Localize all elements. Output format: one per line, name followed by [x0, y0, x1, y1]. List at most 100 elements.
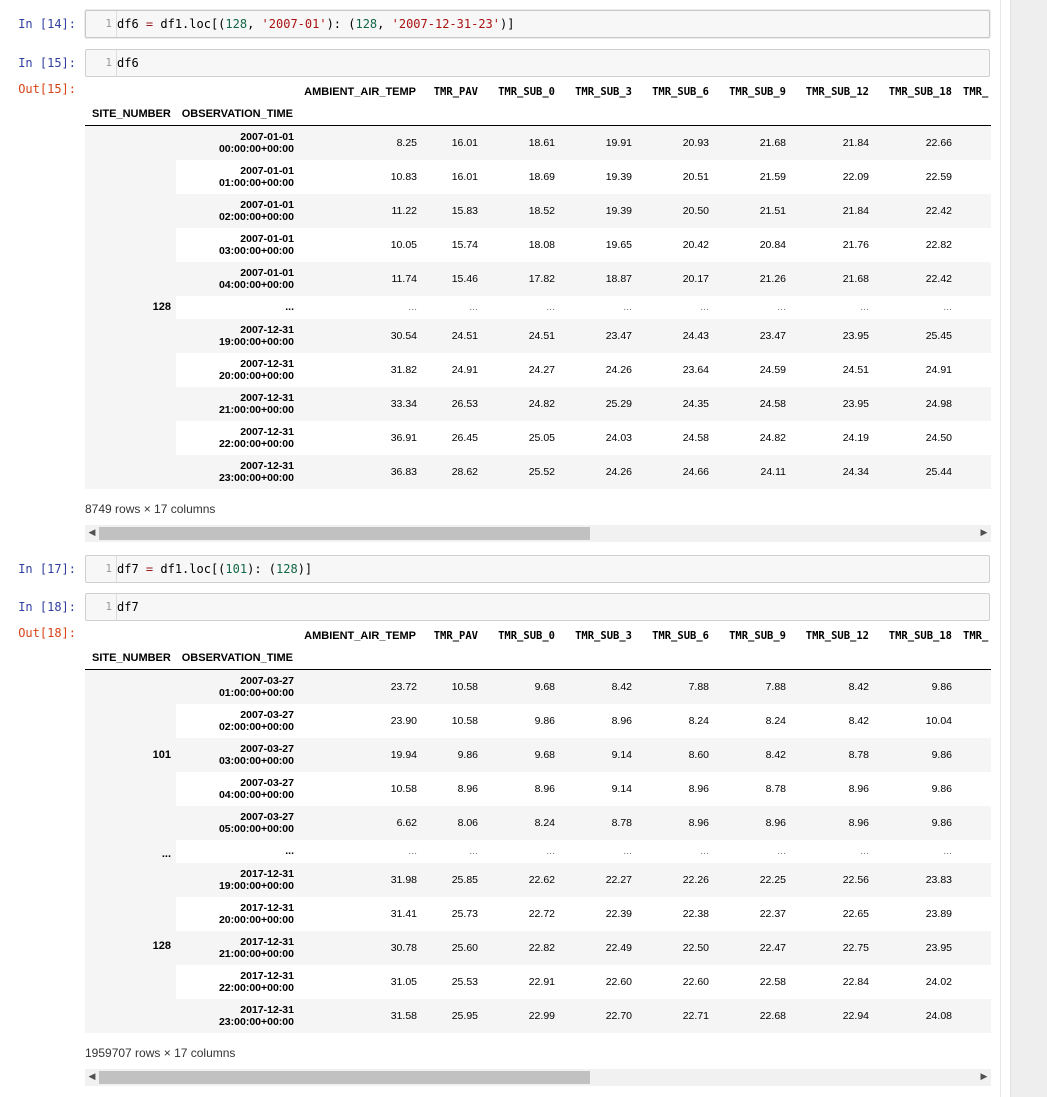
column-header: TMR_: [963, 630, 989, 642]
table-cell: 8.96: [534, 783, 555, 795]
table-cell: 8.96: [848, 783, 869, 795]
line-number: 1: [105, 17, 112, 30]
table-cell: 26.53: [451, 398, 478, 410]
table-row: 2017-12-31 23:00:00+00:00 31.58 25.95 22.99 2…: [85, 999, 991, 1033]
table-cell: 22.65: [842, 908, 869, 920]
table-cell-ellipsis: ...: [777, 301, 786, 313]
timestamp-time: 02:00:00+00:00: [218, 211, 294, 223]
index-column-shade: [85, 965, 176, 999]
scroll-right-arrow-icon[interactable]: ▶: [980, 1072, 988, 1082]
table-cell: 24.51: [451, 330, 478, 342]
scrollbar-thumb[interactable]: [99, 527, 590, 540]
table-row: 2007-01-01 02:00:00+00:00 11.22 15.83 18.52 1…: [85, 194, 991, 228]
notebook-edge: [1000, 0, 1001, 1097]
timestamp-date: 2007-12-31: [240, 324, 294, 336]
table-cell: 8.96: [848, 817, 869, 829]
code-cell-15[interactable]: 1 df6: [85, 49, 990, 77]
table-cell: 22.82: [528, 942, 555, 954]
table-cell: 8.78: [765, 783, 786, 795]
column-header: TMR_SUB_9: [729, 86, 786, 98]
table-cell: 8.96: [765, 817, 786, 829]
column-header: TMR_PAV: [433, 630, 478, 642]
table-cell: 25.73: [451, 908, 478, 920]
row-index-timestamp: 2007-12-31 21:00:00+00:00: [176, 387, 294, 421]
table-cell: 24.08: [925, 1010, 952, 1022]
code-source[interactable]: df6 = df1.loc[(128, '2007-01'): (128, '2…: [117, 17, 515, 31]
scroll-left-arrow-icon[interactable]: ◀: [88, 1072, 96, 1082]
index-column-shade: [85, 296, 176, 319]
table-cell: 18.08: [528, 239, 555, 251]
table-cell: 22.66: [925, 137, 952, 149]
table-cell: 22.27: [605, 874, 632, 886]
table-cell: 25.05: [528, 432, 555, 444]
table-row: 2007-12-31 22:00:00+00:00 36.91 26.45 25.05 2…: [85, 421, 991, 455]
table-cell-ellipsis: ...: [623, 845, 632, 857]
table-cell: 24.02: [925, 976, 952, 988]
row-index-timestamp: 2007-01-01 04:00:00+00:00: [176, 262, 294, 296]
table-cell: 21.84: [842, 205, 869, 217]
page-vertical-scrollbar[interactable]: [1010, 0, 1047, 1097]
column-header: TMR_SUB_0: [498, 86, 555, 98]
output-horizontal-scrollbar[interactable]: ◀ ▶: [85, 525, 991, 542]
row-index-timestamp: 2007-03-27 05:00:00+00:00: [176, 806, 294, 840]
input-prompt-15: In [15]:: [18, 56, 76, 70]
table-cell: 8.25: [396, 137, 417, 149]
table-cell: 24.35: [682, 398, 709, 410]
table-cell: 16.01: [451, 171, 478, 183]
timestamp-time: 03:00:00+00:00: [218, 755, 294, 767]
table-cell: 24.43: [682, 330, 709, 342]
table-cell: 31.82: [390, 364, 417, 376]
timestamp-time: 20:00:00+00:00: [218, 370, 294, 382]
code-source[interactable]: df7: [117, 600, 139, 614]
table-cell: 36.91: [390, 432, 417, 444]
table-cell: 21.68: [759, 137, 786, 149]
table-cell: 7.88: [688, 681, 709, 693]
output-horizontal-scrollbar[interactable]: ◀ ▶: [85, 1069, 991, 1086]
table-cell: 31.58: [390, 1010, 417, 1022]
table-cell: 31.05: [390, 976, 417, 988]
timestamp-date: 2007-12-31: [240, 460, 294, 472]
table-cell: 11.74: [391, 273, 418, 285]
site-number-index: ...: [161, 848, 171, 860]
scrollbar-thumb[interactable]: [99, 1071, 590, 1084]
table-cell: 10.58: [451, 681, 478, 693]
table-cell: 23.89: [925, 908, 952, 920]
timestamp-time: 00:00:00+00:00: [218, 143, 294, 155]
scroll-left-arrow-icon[interactable]: ◀: [88, 528, 96, 538]
table-cell: 10.83: [390, 171, 417, 183]
timestamp-time: 20:00:00+00:00: [218, 914, 294, 926]
table-cell: 22.38: [682, 908, 709, 920]
timestamp-date: 2017-12-31: [240, 1004, 294, 1016]
timestamp-date: 2007-01-01: [240, 233, 294, 245]
code-cell-17[interactable]: 1 df7 = df1.loc[(101): (128)]: [85, 555, 990, 583]
code-cell-18[interactable]: 1 df7: [85, 593, 990, 621]
table-cell: 8.24: [765, 715, 786, 727]
code-source[interactable]: df6: [117, 56, 139, 70]
table-cell: 9.86: [931, 749, 952, 761]
table-cell-ellipsis: ...: [408, 301, 417, 313]
table-row: 2017-12-31 20:00:00+00:00 31.41 25.73 22.72 2…: [85, 897, 991, 931]
table-cell-ellipsis: ...: [623, 301, 632, 313]
index-name-header: SITE_NUMBER: [92, 108, 171, 120]
gutter-divider: [116, 594, 117, 620]
table-cell: 9.86: [931, 783, 952, 795]
code-cell-14[interactable]: 1 df6 = df1.loc[(128, '2007-01'): (128, …: [85, 10, 990, 38]
timestamp-date: 2017-12-31: [240, 970, 294, 982]
line-number: 1: [105, 600, 112, 613]
gutter-divider: [116, 50, 117, 76]
row-index-timestamp: 2017-12-31 22:00:00+00:00: [176, 965, 294, 999]
scroll-right-arrow-icon[interactable]: ▶: [980, 528, 988, 538]
table-cell: 22.62: [528, 874, 555, 886]
table-cell: 20.84: [759, 239, 786, 251]
table-cell-ellipsis: ...: [700, 301, 709, 313]
input-prompt-14: In [14]:: [18, 17, 76, 31]
code-source[interactable]: df7 = df1.loc[(101): (128)]: [117, 562, 313, 576]
table-cell: 28.62: [451, 466, 478, 478]
table-cell: 24.98: [925, 398, 952, 410]
table-cell-ellipsis: ...: [546, 301, 555, 313]
table-cell: 22.56: [842, 874, 869, 886]
table-cell: 24.82: [759, 432, 786, 444]
dataframe-shape-summary: 8749 rows × 17 columns: [85, 502, 216, 516]
table-cell: 22.99: [528, 1010, 555, 1022]
timestamp-time: 19:00:00+00:00: [218, 336, 294, 348]
